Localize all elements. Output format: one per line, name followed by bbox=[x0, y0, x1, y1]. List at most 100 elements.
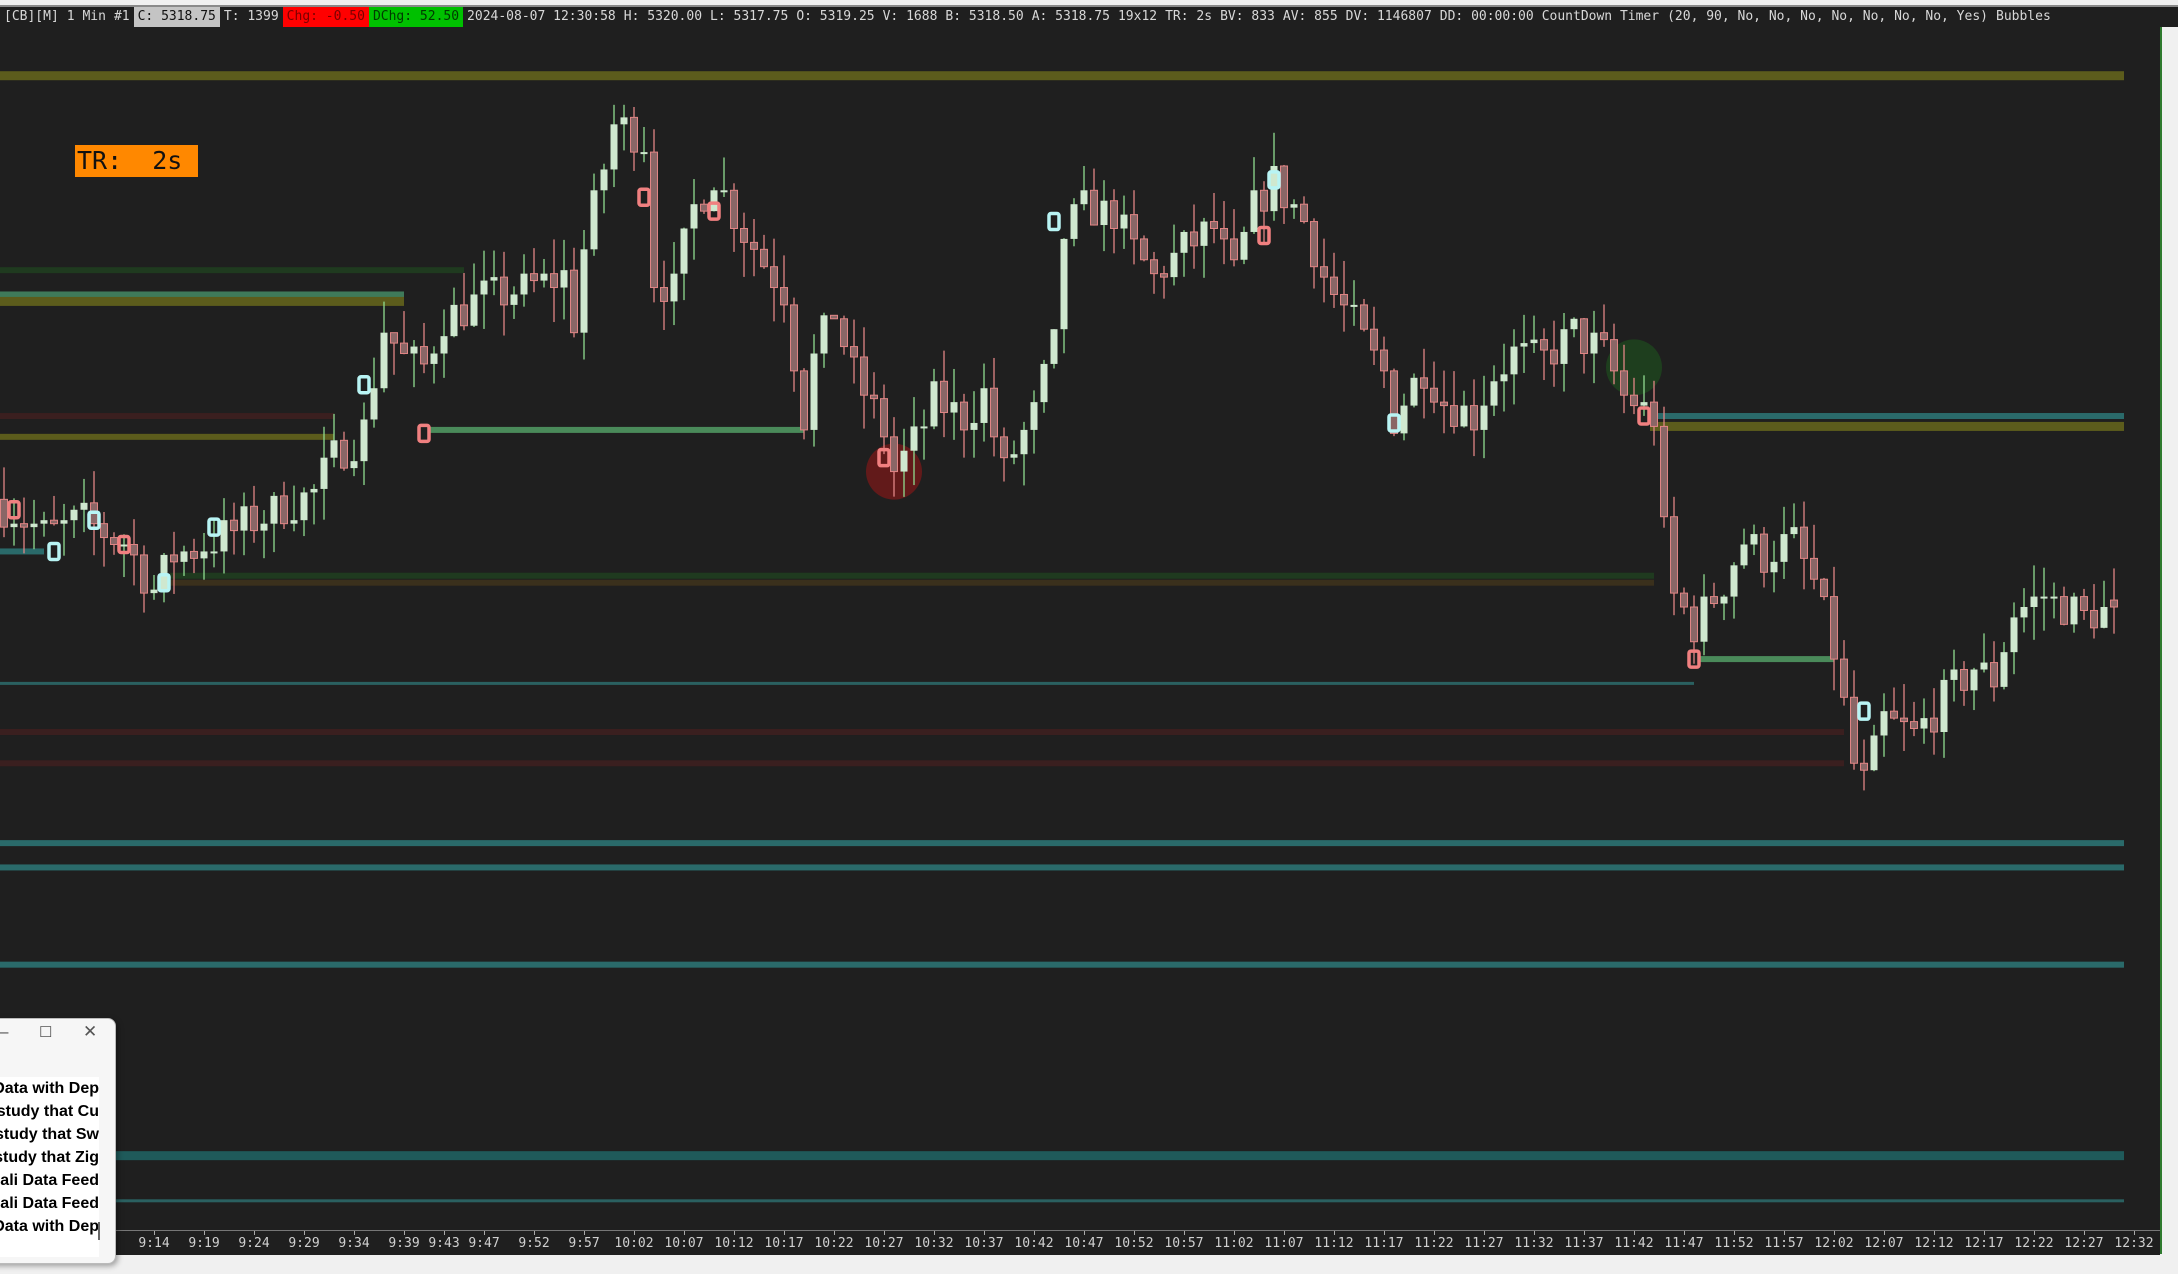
candle-down bbox=[1190, 231, 1198, 247]
candle-up bbox=[580, 249, 588, 333]
level-line bbox=[170, 579, 1654, 586]
candle-up bbox=[2040, 596, 2048, 599]
time-tick bbox=[254, 1231, 255, 1235]
candle-up bbox=[350, 461, 358, 469]
candle-down bbox=[1850, 696, 1858, 764]
candle-up bbox=[60, 520, 68, 524]
candle-up bbox=[410, 346, 418, 354]
level-line bbox=[0, 729, 1844, 736]
candle-down bbox=[1220, 227, 1228, 240]
close-value: C: 5318.75 bbox=[133, 7, 220, 27]
bid-volume: BV: 833 bbox=[1220, 9, 1275, 24]
time-tick bbox=[734, 1231, 735, 1235]
candle-up bbox=[620, 117, 628, 125]
study-name: CountDown Timer bbox=[1541, 9, 1660, 24]
candle-up bbox=[1880, 711, 1888, 736]
candle-down bbox=[1840, 658, 1848, 698]
candle-down bbox=[1300, 203, 1308, 223]
close-icon[interactable]: ✕ bbox=[83, 1022, 98, 1041]
candle-up bbox=[610, 124, 618, 170]
time-tick bbox=[934, 1231, 935, 1235]
time-tick bbox=[1984, 1231, 1985, 1235]
candle-down bbox=[880, 398, 888, 438]
candle-down bbox=[1910, 721, 1918, 730]
candle-down bbox=[1540, 339, 1548, 351]
low-value: L: 5317.75 bbox=[710, 9, 789, 24]
daily-change-value: DChg: 52.50 bbox=[368, 7, 464, 27]
candle-up bbox=[1040, 363, 1048, 403]
time-tick bbox=[784, 1231, 785, 1235]
candle-down bbox=[850, 346, 858, 358]
candle-up bbox=[1770, 561, 1778, 573]
candle-down bbox=[1230, 238, 1238, 261]
high-marker bbox=[1687, 649, 1701, 669]
candle-down bbox=[1360, 304, 1368, 330]
study-list-item[interactable]: Data with Dep bbox=[0, 1218, 99, 1235]
maximize-icon[interactable]: ☐ bbox=[39, 1024, 53, 1041]
candle-up bbox=[1730, 565, 1738, 597]
time-tick-label: 12:27 bbox=[2064, 1236, 2104, 1251]
candle-up bbox=[1070, 204, 1078, 239]
time-tick bbox=[1834, 1231, 1835, 1235]
price-chart[interactable]: TR: 2s bbox=[0, 27, 2160, 1230]
candle-down bbox=[1140, 238, 1148, 261]
study-list-window[interactable]: – ☐ ✕ Data with Dep study that Cu study th… bbox=[0, 1018, 116, 1264]
candle-up bbox=[270, 495, 278, 524]
time-tick-label: 9:39 bbox=[388, 1236, 420, 1251]
time-tick bbox=[584, 1231, 585, 1235]
candle-up bbox=[1290, 204, 1298, 208]
study-list-item[interactable]: ali Data Feed bbox=[0, 1172, 99, 1189]
chart-canvas[interactable] bbox=[0, 27, 2160, 1230]
candle-down bbox=[760, 248, 768, 268]
low-marker bbox=[207, 517, 221, 537]
study-list[interactable]: Data with Dep study that Cu study that Sw s… bbox=[0, 1077, 99, 1257]
study-list-item[interactable]: study that Cu bbox=[0, 1103, 99, 1120]
candle-up bbox=[2050, 596, 2058, 599]
candle-down bbox=[130, 543, 138, 556]
time-tick-label: 9:29 bbox=[288, 1236, 320, 1251]
study-list-item[interactable]: study that Zig bbox=[0, 1149, 99, 1166]
candle-down bbox=[1210, 221, 1218, 229]
candle-down bbox=[0, 498, 8, 528]
study-list-item[interactable]: Data with Dep bbox=[0, 1080, 99, 1097]
time-axis: 9:14 9:19 9:24 9:29 9:34 9:39 9:43 9:47 9:52 9:57… bbox=[0, 1230, 2160, 1255]
time-tick-label: 12:17 bbox=[1964, 1236, 2004, 1251]
time-tick-label: 10:27 bbox=[864, 1236, 904, 1251]
volume-value: V: 1688 bbox=[882, 9, 938, 24]
text-caret bbox=[98, 1222, 100, 1240]
candle-up bbox=[1120, 214, 1128, 229]
candle-up bbox=[210, 551, 218, 554]
chart-header-bar: [CB][M] 1 Min #1 C: 5318.75 T: 1399 Chg:… bbox=[0, 7, 2178, 27]
candle-up bbox=[1030, 402, 1038, 430]
minimize-icon[interactable]: – bbox=[0, 1022, 8, 1042]
study-list-item[interactable]: study that Sw bbox=[0, 1126, 99, 1143]
candle-down bbox=[770, 266, 778, 289]
candle-down bbox=[1860, 762, 1868, 771]
high-marker bbox=[707, 201, 721, 221]
candle-up bbox=[330, 440, 338, 458]
candle-down bbox=[1110, 200, 1118, 229]
candle-down bbox=[170, 554, 178, 563]
time-tick bbox=[1784, 1231, 1785, 1235]
time-tick bbox=[1234, 1231, 1235, 1235]
candle-up bbox=[120, 544, 128, 547]
candle-up bbox=[450, 304, 458, 337]
study-list-item[interactable]: ali Data Feed bbox=[0, 1195, 99, 1212]
time-tick-label: 10:07 bbox=[664, 1236, 704, 1251]
candle-up bbox=[1500, 374, 1508, 382]
candle-up bbox=[160, 554, 168, 590]
bubbles-study: Bubbles bbox=[1996, 9, 2051, 24]
time-tick-label: 9:47 bbox=[468, 1236, 500, 1251]
window-titlebar[interactable]: – ☐ ✕ bbox=[0, 1019, 115, 1049]
candle-down bbox=[570, 269, 578, 334]
candle-up bbox=[930, 381, 938, 427]
candle-down bbox=[1650, 401, 1658, 427]
candle-up bbox=[590, 190, 598, 250]
time-tick bbox=[404, 1231, 405, 1235]
candle-up bbox=[920, 426, 928, 429]
candle-down bbox=[1760, 533, 1768, 573]
level-line bbox=[0, 433, 334, 440]
bar-size: 19x12 bbox=[1117, 9, 1158, 24]
candle-up bbox=[640, 152, 648, 155]
candle-up bbox=[1950, 669, 1958, 680]
